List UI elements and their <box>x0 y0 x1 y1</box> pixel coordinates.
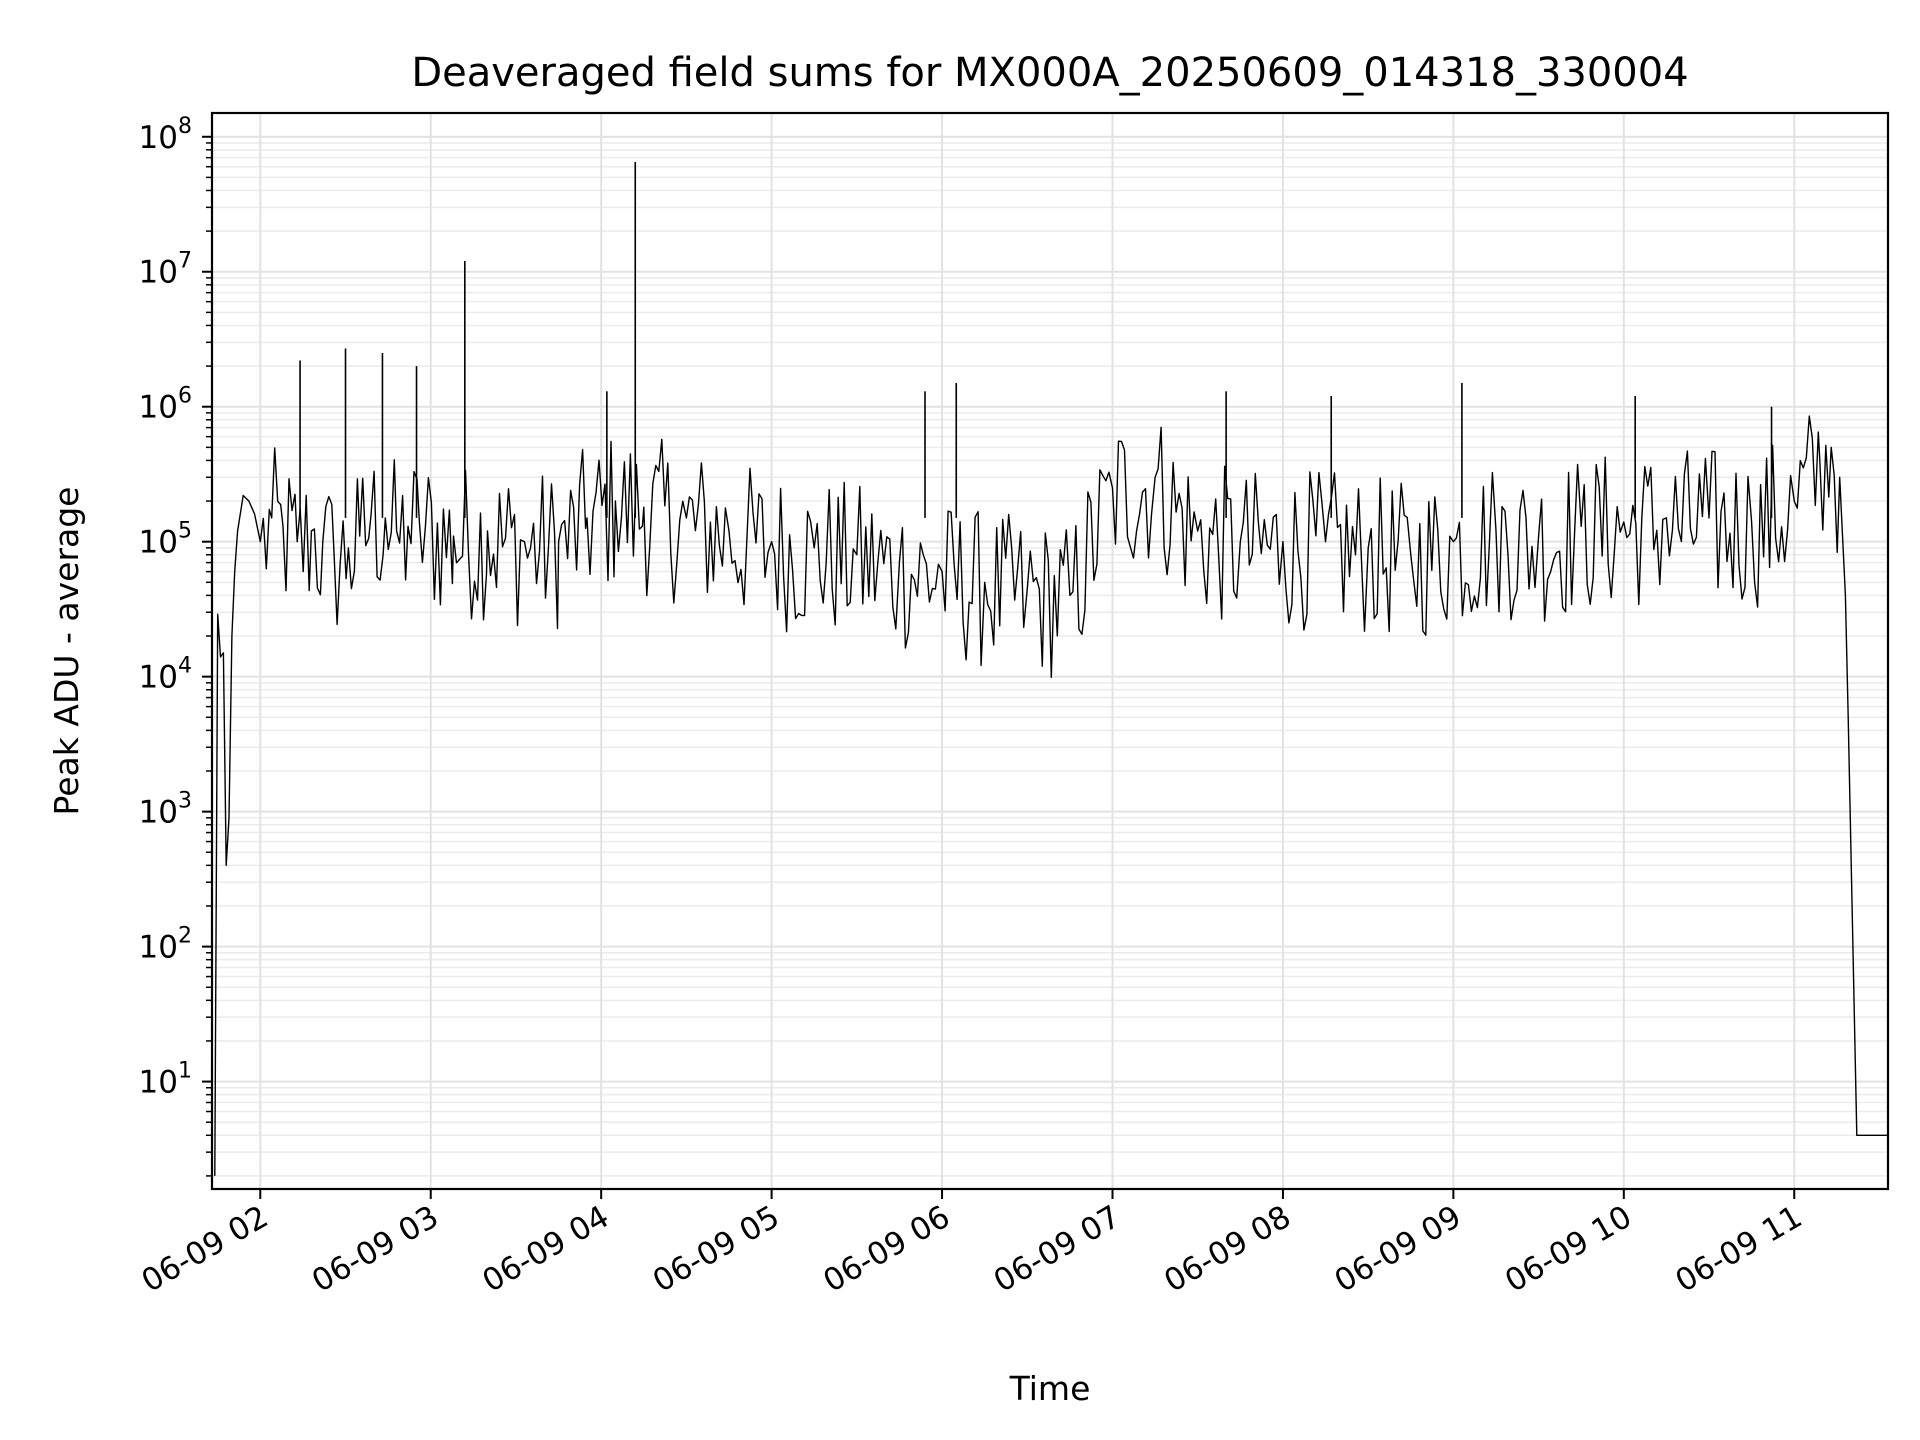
y-tick-base: 10 <box>139 795 178 831</box>
plot-frame <box>210 111 1890 1191</box>
y-tick-base: 10 <box>139 930 178 966</box>
y-tick-base: 10 <box>139 660 178 696</box>
chart-title: Deaveraged field sums for MX000A_2025060… <box>411 50 1688 96</box>
y-tick-base: 10 <box>139 390 178 426</box>
y-tick-base: 10 <box>139 525 178 561</box>
y-tick-label: 105 <box>139 519 192 561</box>
y-tick-label: 102 <box>139 924 192 966</box>
series-line <box>214 415 1888 1176</box>
y-tick-exponent: 2 <box>178 924 192 949</box>
y-tick-label: 103 <box>139 789 192 831</box>
y-tick-base: 10 <box>139 1065 178 1101</box>
x-axis-label: Time <box>1009 1369 1091 1408</box>
y-tick-label: 106 <box>139 384 192 426</box>
y-tick-label: 101 <box>139 1059 192 1101</box>
y-tick-exponent: 3 <box>178 789 192 814</box>
y-tick-exponent: 1 <box>178 1059 192 1084</box>
y-tick-exponent: 7 <box>178 249 192 274</box>
y-tick-label: 108 <box>139 114 192 156</box>
y-tick-label: 107 <box>139 249 192 291</box>
y-tick-base: 10 <box>139 120 178 156</box>
y-tick-base: 10 <box>139 255 178 291</box>
y-tick-exponent: 5 <box>178 519 192 544</box>
y-tick-exponent: 6 <box>178 384 192 409</box>
y-tick-exponent: 8 <box>178 114 192 139</box>
y-axis-label: Peak ADU - average <box>47 487 86 816</box>
y-tick-exponent: 4 <box>178 654 192 679</box>
grid-layer <box>212 113 1888 1189</box>
series-layer <box>214 162 1888 1176</box>
y-tick-label: 104 <box>139 654 192 696</box>
